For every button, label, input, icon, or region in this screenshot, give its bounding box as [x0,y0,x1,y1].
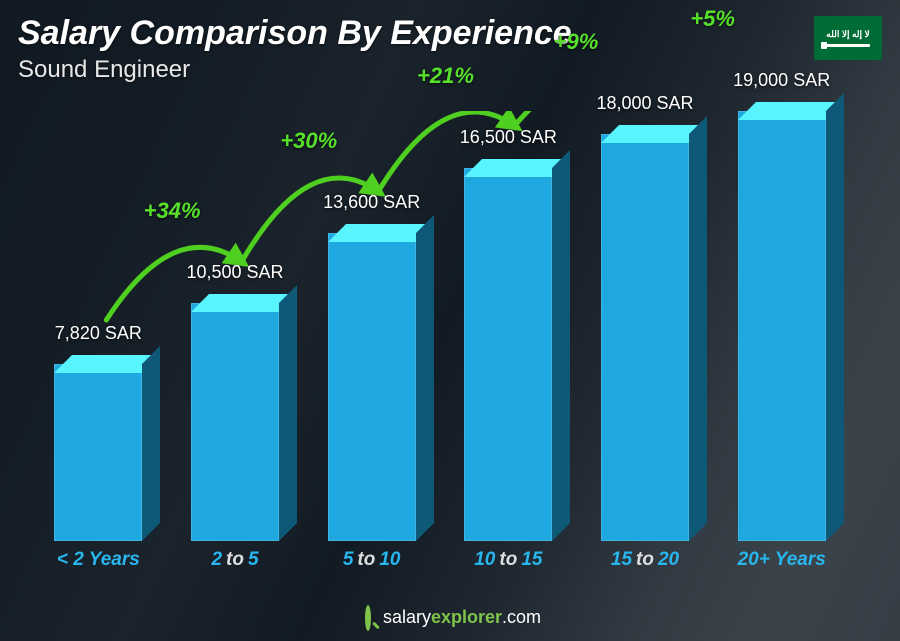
growth-pct-label: +34% [144,198,201,224]
chart-title: Salary Comparison By Experience [18,14,572,53]
x-label: < 2 Years [30,549,167,571]
bar-chart: 7,820 SAR10,500 SAR13,600 SAR16,500 SAR1… [30,100,850,571]
bar-value-label: 7,820 SAR [18,323,178,344]
x-label: 20+ Years [713,549,850,571]
x-label: 5to10 [303,549,440,571]
bar-value-label: 16,500 SAR [428,127,588,148]
brand-logo: salaryexplorer.com [359,607,541,628]
bar-1: 10,500 SAR [167,303,304,541]
bar-4: 18,000 SAR [577,134,714,541]
brand-part1: salary [383,607,431,627]
x-label: 10to15 [440,549,577,571]
growth-pct-label: +30% [280,128,337,154]
flag-shahada: لا إله إلا الله [826,29,869,40]
bar-value-label: 10,500 SAR [155,262,315,283]
brand-part2: explorer [431,607,502,627]
country-flag-saudi: لا إله إلا الله [814,16,882,60]
bar-2: 13,600 SAR [303,233,440,541]
bar-5: 19,000 SAR [713,111,850,541]
bar-0: 7,820 SAR [30,364,167,541]
infographic-stage: Salary Comparison By Experience Sound En… [0,0,900,641]
x-label: 15to20 [577,549,714,571]
bars-container: 7,820 SAR10,500 SAR13,600 SAR16,500 SAR1… [30,111,850,541]
x-axis-labels: < 2 Years2to55to1010to1515to2020+ Years [30,549,850,571]
bar-value-label: 13,600 SAR [292,192,452,213]
x-label: 2to5 [167,549,304,571]
growth-pct-label: +21% [417,63,474,89]
bar-value-label: 19,000 SAR [702,70,862,91]
magnifier-icon [359,608,377,626]
footer: salaryexplorer.com [0,607,900,630]
brand-suffix: .com [502,607,541,627]
growth-pct-label: +5% [690,6,735,32]
bar-3: 16,500 SAR [440,168,577,541]
chart-subtitle: Sound Engineer [18,56,190,84]
growth-pct-label: +9% [554,29,599,55]
bar-value-label: 18,000 SAR [565,93,725,114]
flag-sword-icon [826,44,870,47]
